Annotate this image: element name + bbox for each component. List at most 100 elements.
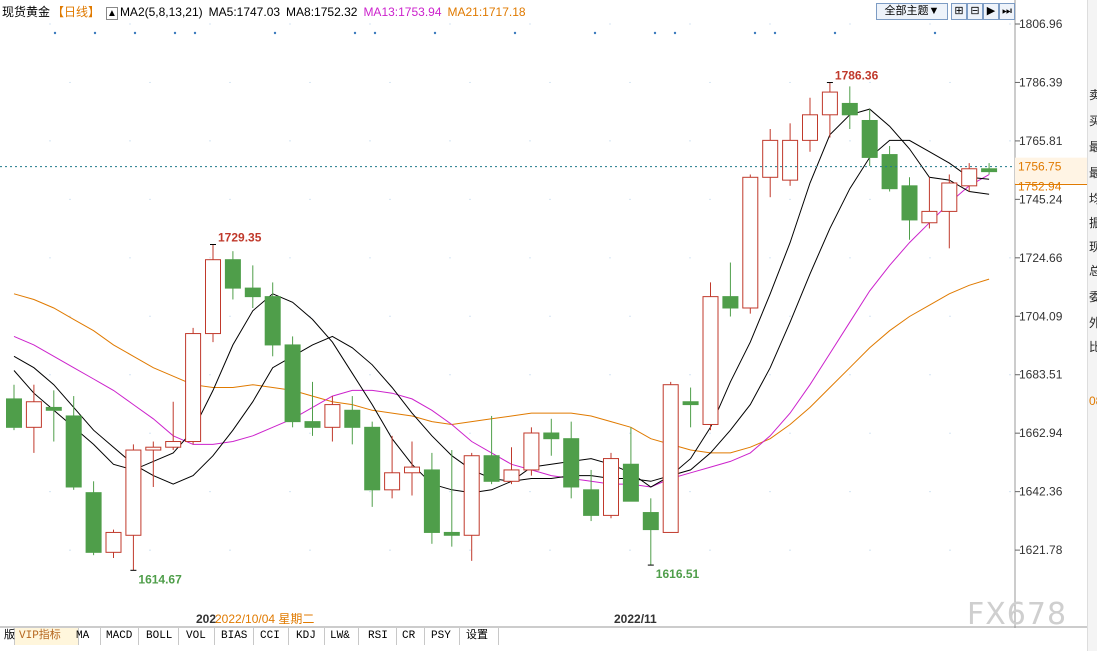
grid-dot — [609, 23, 611, 25]
tab-psy[interactable]: PSY — [427, 628, 460, 645]
grid-dot — [149, 432, 151, 434]
scroll-end-icon[interactable]: ⏭ — [999, 3, 1015, 20]
grid-dot — [449, 374, 451, 376]
event-marker-dot — [833, 31, 837, 35]
period-label[interactable]: 【日线】 — [52, 5, 101, 19]
ma5-value: MA5:1747.03 — [208, 5, 281, 19]
quote-sidebar: 卖 买 最 最 均 振 现 总 委 外 比 08 — [1087, 0, 1097, 651]
candle-up — [762, 139, 779, 178]
grid-dot — [369, 23, 371, 25]
candle-down — [682, 401, 699, 406]
candle-down — [483, 455, 500, 482]
grid-dot — [449, 23, 451, 25]
grid-dot — [309, 198, 311, 200]
grid-dot — [129, 257, 131, 259]
grid-dot — [209, 140, 211, 142]
grid-dot — [369, 140, 371, 142]
grid-dot — [769, 257, 771, 259]
ma13-line — [13, 174, 990, 488]
zoom-out-icon[interactable]: ⊟ — [967, 3, 983, 20]
grid-dot — [129, 140, 131, 142]
candle-down — [85, 492, 102, 553]
grid-dot — [609, 374, 611, 376]
grid-dot — [209, 491, 211, 493]
event-marker-dot — [593, 31, 597, 35]
scroll-right-icon[interactable]: ▶ — [983, 3, 999, 20]
tab-cci[interactable]: CCI — [256, 628, 289, 645]
grid-dot — [769, 374, 771, 376]
tab-cr[interactable]: CR — [398, 628, 425, 645]
sidebar-item-amplitude: 振 — [1089, 214, 1097, 231]
grid-dot — [689, 491, 691, 493]
grid-dot — [49, 23, 51, 25]
theme-select-button[interactable]: 全部主题▼ — [876, 3, 948, 20]
event-marker-dot — [193, 31, 197, 35]
tab-layout[interactable]: 版 — [0, 628, 15, 645]
candle-down — [841, 102, 858, 116]
grid-dot — [469, 549, 471, 551]
grid-dot — [129, 23, 131, 25]
grid-dot — [629, 549, 631, 551]
grid-dot — [309, 432, 311, 434]
candle-down — [304, 421, 321, 428]
tab-macd[interactable]: MACD — [102, 628, 139, 645]
grid-dot — [229, 549, 231, 551]
tab-ma[interactable]: MA — [72, 628, 101, 645]
candle-up — [324, 404, 341, 428]
last-price-label: 1756.75 — [1018, 160, 1062, 174]
grid-dot — [949, 315, 951, 317]
grid-dot — [389, 549, 391, 551]
grid-dot — [1009, 491, 1011, 493]
tab-kdj[interactable]: KDJ — [292, 628, 325, 645]
grid-dot — [689, 257, 691, 259]
event-marker-dot — [53, 31, 57, 35]
candle-up — [662, 384, 679, 533]
event-marker-dot — [933, 31, 937, 35]
grid-dot — [629, 81, 631, 84]
low-left-label: 1614.67 — [138, 572, 182, 586]
grid-dot — [529, 140, 531, 142]
grid-dot — [49, 257, 51, 259]
grid-dot — [149, 315, 151, 317]
grid-dot — [869, 432, 871, 434]
grid-dot — [69, 81, 71, 84]
grid-dot — [929, 374, 931, 376]
grid-dot — [129, 374, 131, 376]
event-marker-dot — [773, 31, 777, 35]
grid-dot — [1009, 23, 1011, 25]
grid-dot — [1009, 374, 1011, 376]
grid-dot — [529, 257, 531, 259]
zoom-in-icon[interactable]: ⊞ — [951, 3, 967, 20]
grid-dot — [449, 257, 451, 259]
y-tick-label: 1662.94 — [1019, 426, 1063, 440]
grid-dot — [789, 432, 791, 434]
price-axis-bg — [1013, 0, 1087, 628]
watermark-logo: FX678 — [967, 597, 1068, 632]
event-marker-dot — [373, 31, 377, 35]
tab-boll[interactable]: BOLL — [142, 628, 179, 645]
ma-indicator-icon[interactable]: ▲ — [106, 7, 118, 20]
candle-up — [782, 139, 799, 181]
grid-dot — [309, 549, 311, 551]
tab-lw[interactable]: LW& — [326, 628, 359, 645]
grid-dot — [549, 198, 551, 200]
event-marker-dot — [653, 31, 657, 35]
tab-settings[interactable]: 设置 — [462, 628, 499, 645]
sidebar-item-ratio: 比 — [1089, 338, 1097, 355]
grid-dot — [229, 315, 231, 317]
ma-tag-label: 1752.94 — [1018, 179, 1062, 193]
candle-up — [821, 91, 838, 116]
grid-dot — [789, 198, 791, 200]
grid-dot — [789, 81, 791, 84]
grid-dot — [289, 140, 291, 142]
tab-vol[interactable]: VOL — [182, 628, 215, 645]
grid-dot — [209, 374, 211, 376]
candle-up — [125, 449, 142, 536]
grid-dot — [949, 432, 951, 434]
tab-rsi[interactable]: RSI — [364, 628, 397, 645]
y-tick-label: 1621.78 — [1019, 543, 1063, 557]
grid-dot — [369, 491, 371, 493]
tab-vip-indicators[interactable]: VIP指标 — [15, 628, 79, 645]
tab-bias[interactable]: BIAS — [217, 628, 254, 645]
